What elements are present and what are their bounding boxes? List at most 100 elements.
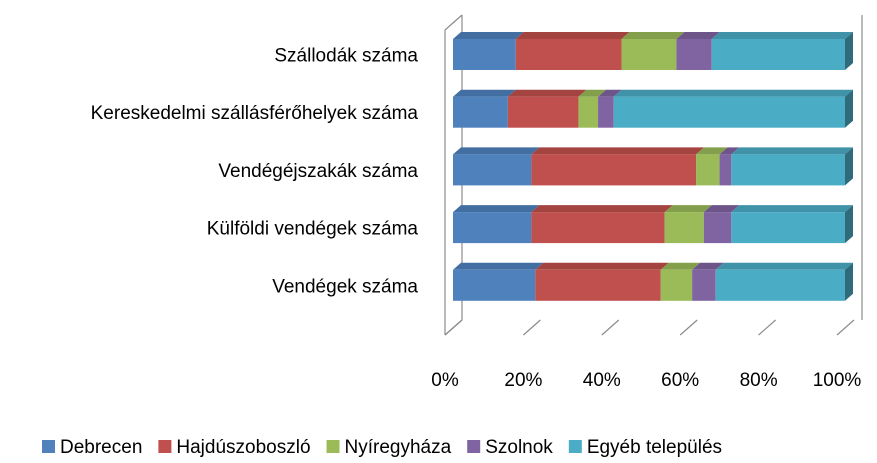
legend-swatch <box>42 440 55 453</box>
bar <box>613 89 853 128</box>
legend-swatch <box>158 440 172 453</box>
bar-side <box>845 205 853 244</box>
bar <box>696 147 728 186</box>
bar <box>719 147 740 186</box>
bar <box>664 205 712 244</box>
legend-label: Debrecen <box>60 437 142 458</box>
bar-front <box>453 39 516 70</box>
bar-top <box>613 89 853 97</box>
bar <box>715 262 853 301</box>
bar <box>535 262 669 301</box>
bar <box>578 89 607 128</box>
bar-front <box>676 39 712 70</box>
grid-line <box>523 319 541 336</box>
bar-front <box>711 39 845 70</box>
bar <box>692 262 724 301</box>
bar-top <box>711 32 853 39</box>
legend-label: Szolnok <box>485 437 553 458</box>
bar-top <box>507 89 587 97</box>
bar-top <box>696 147 728 155</box>
bar <box>731 147 853 186</box>
legend-label: Nyíregyháza <box>345 437 452 458</box>
x-tick-label: 40% <box>583 370 621 391</box>
bar <box>711 32 853 70</box>
bar <box>453 32 524 70</box>
bar-top <box>453 89 516 97</box>
bar-top <box>578 89 607 97</box>
grid-line <box>758 319 776 336</box>
bar <box>453 89 516 128</box>
bar-top <box>692 262 724 270</box>
x-tick-label: 20% <box>504 370 542 391</box>
bar <box>507 89 587 128</box>
bar-top <box>515 32 630 39</box>
bar-front <box>515 39 622 70</box>
bar <box>598 89 622 128</box>
y-tick-label: Szállodák száma <box>274 46 418 67</box>
bar-top <box>660 262 701 270</box>
bar-top <box>453 147 540 155</box>
grid-line <box>836 319 855 336</box>
legend-label: Egyéb település <box>587 437 722 458</box>
bar-top <box>731 147 853 155</box>
bar-top <box>731 205 853 213</box>
bar <box>731 205 853 244</box>
bar-side <box>845 262 853 301</box>
x-tick-label: 60% <box>661 370 699 391</box>
legend-swatch <box>467 440 481 453</box>
bar <box>531 147 705 186</box>
bar-side <box>845 147 853 186</box>
bar-front <box>531 212 665 244</box>
bar <box>453 205 540 244</box>
bar-side <box>845 32 853 70</box>
legend-swatch <box>326 440 340 453</box>
bar-top <box>703 205 740 213</box>
bar-front <box>613 96 845 128</box>
bar-front <box>531 154 697 186</box>
y-tick-label: Kereskedelmi szállásférőhelyek száma <box>91 103 419 124</box>
bar-front <box>660 269 693 301</box>
bar <box>660 262 701 301</box>
bar-top <box>535 262 669 270</box>
bar <box>703 205 740 244</box>
bar <box>453 147 540 186</box>
bar-top <box>598 89 622 97</box>
bar <box>676 32 720 70</box>
bar <box>515 32 630 70</box>
bar-front <box>453 212 532 244</box>
bar-front <box>731 212 845 244</box>
bar <box>621 32 685 70</box>
bar-side <box>845 89 853 128</box>
bar <box>453 262 544 301</box>
x-tick-label: 100% <box>813 370 862 391</box>
legend-label: Hajdúszoboszló <box>176 437 310 458</box>
bar-top <box>715 262 853 270</box>
y-tick-label: Külföldi vendégek száma <box>207 219 419 240</box>
bar-front <box>453 96 508 128</box>
bar-front <box>731 154 845 186</box>
bar-front <box>621 39 677 70</box>
grid-line <box>444 319 463 336</box>
bar <box>531 205 673 244</box>
bar-top <box>453 262 544 270</box>
bar-front <box>453 269 536 301</box>
bar-front <box>453 154 532 186</box>
bar-front <box>719 154 732 186</box>
bar-top <box>531 147 705 155</box>
grid-line <box>679 319 698 336</box>
bar-front <box>692 269 716 301</box>
bar-top <box>453 205 540 213</box>
legend-swatch <box>568 440 582 453</box>
bar-front <box>715 269 845 301</box>
bar-front <box>598 96 614 128</box>
bar-top <box>531 205 673 213</box>
bar-top <box>453 32 524 39</box>
y-tick-label: Vendégek száma <box>272 276 418 297</box>
bar-front <box>507 96 579 128</box>
bar-front <box>703 212 732 244</box>
bar-front <box>535 269 661 301</box>
bar-top <box>664 205 712 213</box>
bar-top <box>719 147 740 155</box>
grid-line <box>601 319 620 336</box>
